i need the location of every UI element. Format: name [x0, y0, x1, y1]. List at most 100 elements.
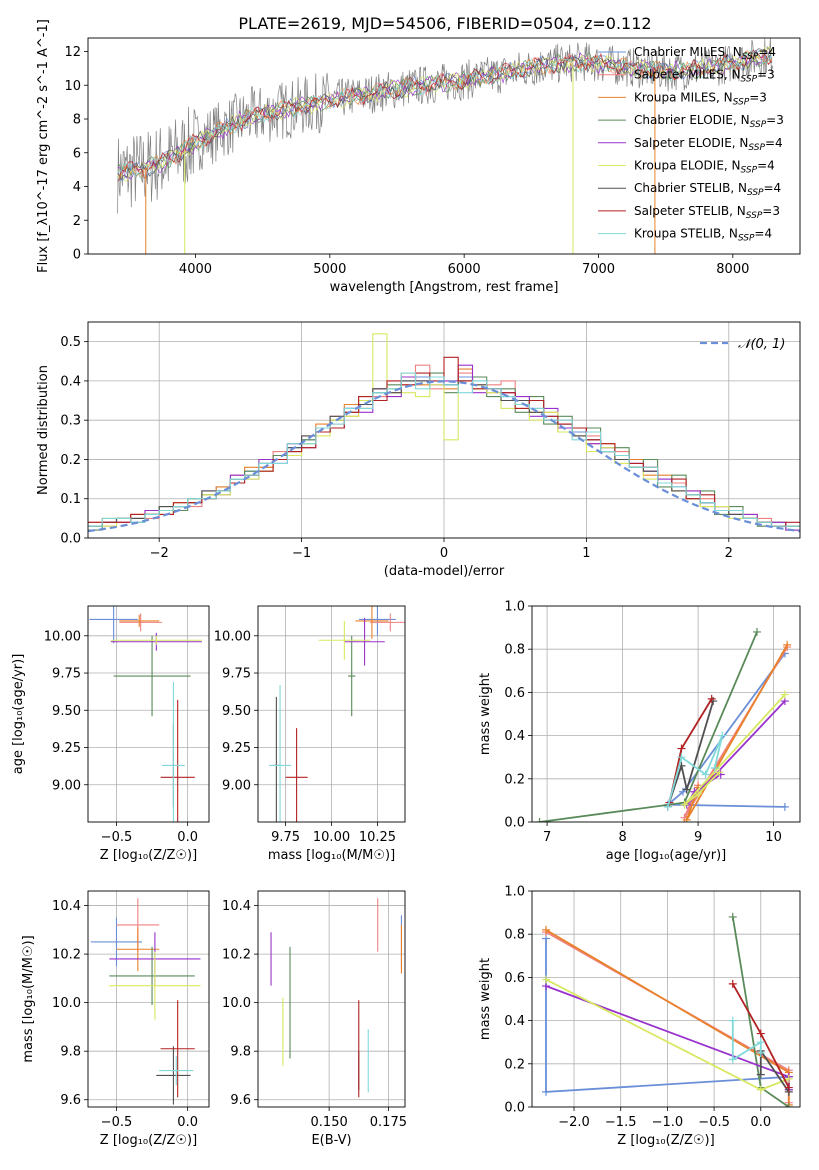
error-bar-point	[119, 613, 163, 632]
mass-weight-marker	[728, 1016, 737, 1025]
mass-weight-marker	[682, 785, 691, 794]
axes-frame	[87, 37, 801, 255]
x-tick-label: −1.0	[652, 1115, 684, 1130]
x-tick-label: 9	[694, 830, 702, 845]
x-tick-label: 1	[582, 546, 590, 561]
age_vs_Z-panel: −0.5 0.0 9.00 9.25 9.50 9.75 10.00 Z [log₁₀(Z/Z…	[11, 605, 210, 863]
legend-entry: Salpeter MILES, NSSP=3	[634, 68, 775, 85]
error-bar-point	[269, 684, 292, 822]
model-spectrum-line	[117, 48, 773, 182]
model-spectrum-line	[117, 49, 773, 180]
mass-weight-line	[683, 693, 786, 806]
mass-weight-marker	[728, 912, 737, 921]
x-axis-label: Z [log₁₀(Z/Z☉)]	[617, 1133, 714, 1148]
x-tick-label: 0.0	[177, 830, 198, 845]
y-tick-label: 10	[64, 79, 81, 94]
y-tick-label: 0.5	[60, 335, 81, 350]
legend-entry: Salpeter STELIB, NSSP=3	[634, 204, 780, 221]
y-tick-label: 9.25	[222, 741, 251, 756]
y-tick-label: 10.2	[52, 948, 81, 963]
y-tick-label: 9.00	[52, 778, 81, 793]
y-axis-label: Flux [f_λ10^-17 erg cm^-2 s^-1 A^-1]	[36, 19, 51, 273]
mass-weight-marker	[680, 800, 689, 809]
mass-weight-line	[731, 1020, 762, 1062]
y-axis-label: mass [log₁₀(M/M☉)]	[21, 935, 36, 1062]
mass-weight-marker	[542, 925, 551, 934]
legend-entry: Chabrier ELODIE, NSSP=3	[634, 113, 784, 130]
error-bar-point	[156, 1046, 191, 1105]
error-bar-point	[162, 681, 185, 822]
x-tick-label: 0.0	[750, 1115, 771, 1130]
x-tick-label: 0.175	[370, 1115, 407, 1130]
legend-entry: Kroupa ELODIE, NSSP=4	[634, 159, 775, 176]
x-tick-label: 8	[618, 830, 626, 845]
y-axis-label: mass weight	[478, 958, 493, 1040]
y-tick-label: 9.8	[60, 1045, 81, 1060]
y-tick-label: 8	[73, 113, 81, 128]
legend-entry: Chabrier STELIB, NSSP=4	[634, 181, 781, 198]
y-tick-label: 10.00	[44, 629, 81, 644]
y-tick-label: 1.0	[504, 600, 525, 615]
weight_vs_age-plot-area	[532, 606, 800, 822]
y-tick-label: 0.3	[60, 414, 81, 429]
y-tick-label: 0.4	[504, 1014, 525, 1029]
axes-frame	[531, 605, 801, 823]
x-tick-label: −0.5	[101, 1115, 133, 1130]
error-bar-point	[359, 606, 396, 636]
mass-weight-marker	[784, 1083, 793, 1092]
y-axis-label: age [log₁₀(age/yr)]	[11, 654, 26, 775]
error-bar-point	[355, 606, 389, 639]
x-tick-label: 2	[725, 546, 733, 561]
residual-histogram-step	[88, 372, 800, 527]
x-axis-label: Z [log₁₀(Z/Z☉)]	[100, 1133, 197, 1148]
mass-weight-line	[665, 652, 786, 808]
y-tick-label: 0.2	[504, 1057, 525, 1072]
residuals-plot-area	[88, 322, 800, 538]
error-bar-point	[344, 617, 385, 666]
normal-reference-curve	[88, 380, 800, 533]
spectrum-plot-area	[117, 38, 774, 254]
axes-frame	[87, 890, 210, 1108]
mass-weight-marker	[784, 1103, 793, 1107]
y-tick-label: 0.6	[504, 971, 525, 986]
mass-weight-marker	[542, 1087, 551, 1096]
mass-weight-marker	[535, 818, 544, 822]
y-tick-label: 10.0	[52, 996, 81, 1011]
mass-weight-marker	[783, 640, 792, 649]
mass_vs_EBV-plot-area	[258, 891, 405, 1107]
y-tick-label: 1.0	[504, 885, 525, 900]
error-bar-point	[110, 635, 202, 645]
error-bar-point	[159, 1056, 194, 1086]
x-tick-label: 0	[440, 546, 448, 561]
y-tick-label: 10.4	[52, 899, 81, 914]
y-tick-label: 0.2	[504, 772, 525, 787]
error-bar-point	[89, 606, 138, 644]
mass_vs_Z-plot-area	[88, 891, 209, 1107]
x-tick-label: 8000	[716, 262, 749, 277]
weight_vs_age-panel: 7 8 9 10 0.0 0.2 0.4 0.6 0.8 1.0 age [log₁₀(age/yr…	[478, 600, 801, 863]
y-tick-label: 0.8	[504, 643, 525, 658]
mass-weight-marker	[728, 979, 737, 988]
model-spectrum-line	[117, 48, 773, 181]
legend-entry: 𝒩(0, 1)	[738, 337, 785, 352]
y-tick-label: 2	[73, 214, 81, 229]
x-axis-label: wavelength [Angstrom, rest frame]	[330, 280, 559, 295]
error-bar-point	[285, 728, 308, 822]
mass-weight-marker	[784, 1074, 793, 1083]
weight_vs_Z-plot-area	[532, 891, 800, 1107]
y-tick-label: 9.00	[222, 778, 251, 793]
y-tick-label: 10.4	[222, 899, 251, 914]
model-spectrum-line	[117, 46, 773, 182]
x-tick-label: 7000	[582, 262, 615, 277]
legend-entry: Salpeter ELODIE, NSSP=4	[634, 136, 783, 153]
weight_vs_Z-panel: −2.0 −1.5 −1.0 −0.5 0.0 0.0 0.2 0.4 0.6 0.8 1.0 Z […	[478, 885, 801, 1148]
y-tick-label: 0	[73, 248, 81, 263]
residuals-panel: −2 −1 0 1 2 0.0 0.1 0.2 0.3 0.4 0.5 (data-model)/er…	[36, 321, 801, 579]
y-tick-label: 0.4	[504, 729, 525, 744]
x-tick-label: 5000	[313, 262, 346, 277]
legend-entry: Kroupa MILES, NSSP=3	[634, 90, 767, 107]
axes-frame	[87, 605, 210, 823]
y-tick-label: 6	[73, 146, 81, 161]
mass_vs_Z-panel: −0.5 0.0 9.6 9.8 10.0 10.2 10.4 Z [log₁₀(Z/Z☉)]…	[21, 890, 210, 1148]
